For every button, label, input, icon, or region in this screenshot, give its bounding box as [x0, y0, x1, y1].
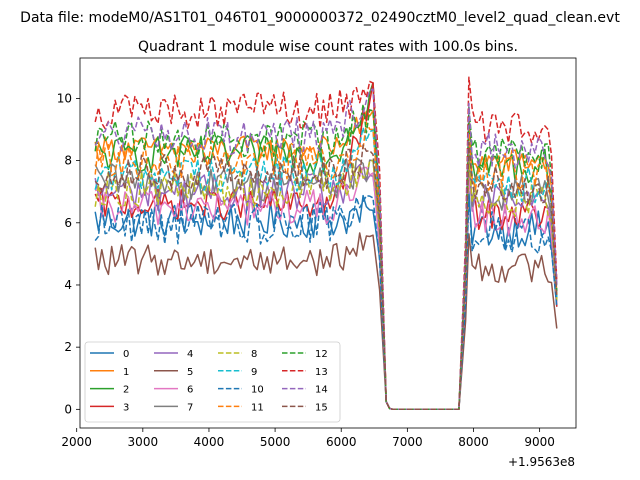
legend-label-7: 7 [187, 402, 193, 413]
legend-label-5: 5 [187, 367, 193, 378]
y-tick-label: 8 [64, 154, 72, 168]
legend-label-2: 2 [123, 385, 129, 396]
x-tick-label: 4000 [194, 435, 225, 449]
x-tick-label: 5000 [260, 435, 291, 449]
x-tick-label: 9000 [524, 435, 555, 449]
chart-title: Quadrant 1 module wise count rates with … [138, 39, 518, 55]
legend-label-0: 0 [123, 349, 129, 360]
series-line-7 [94, 151, 558, 411]
series-line-1 [94, 110, 558, 411]
series-line-6 [94, 166, 558, 411]
x-axis: 2000 3000 4000 5000 6000 7000 8000 9000 [61, 428, 555, 449]
x-tick-label: 6000 [326, 435, 357, 449]
legend-label-6: 6 [187, 385, 193, 396]
legend-label-12: 12 [315, 349, 328, 360]
x-tick-label: 7000 [392, 435, 423, 449]
x-tick-label: 3000 [128, 435, 159, 449]
y-tick-label: 10 [57, 91, 72, 105]
x-tick-label: 8000 [458, 435, 489, 449]
legend-label-9: 9 [251, 367, 257, 378]
y-axis: 0 2 4 6 8 10 [57, 91, 80, 416]
legend-label-13: 13 [315, 367, 328, 378]
x-offset-label: +1.9563e8 [508, 455, 575, 469]
legend-label-4: 4 [187, 349, 193, 360]
legend-label-1: 1 [123, 367, 129, 378]
plot-frame [79, 57, 577, 429]
legend-label-15: 15 [315, 402, 328, 413]
series-line-0 [94, 190, 558, 411]
legend-label-14: 14 [315, 385, 328, 396]
legend-label-8: 8 [251, 349, 257, 360]
legend-label-10: 10 [251, 385, 264, 396]
y-tick-label: 2 [64, 340, 72, 354]
series-line-10 [94, 194, 558, 411]
series-line-8 [94, 158, 558, 411]
x-tick-label: 2000 [61, 435, 92, 449]
series-line-2 [95, 82, 558, 411]
y-tick-label: 6 [64, 216, 72, 230]
series-line-15 [94, 141, 558, 411]
series-line-14 [94, 88, 558, 411]
series-line-5 [94, 232, 558, 411]
series-layer [94, 76, 558, 411]
legend-label-3: 3 [123, 402, 129, 413]
series-line-12 [94, 103, 558, 411]
series-line-13 [94, 76, 558, 411]
legend-label-11: 11 [251, 402, 264, 413]
chart-suptitle: Data file: modeM0/AS1T01_046T01_90000003… [20, 10, 620, 26]
series-line-4 [94, 161, 558, 411]
legend-box [84, 341, 341, 423]
y-tick-label: 0 [64, 402, 72, 416]
y-tick-label: 4 [64, 278, 72, 292]
series-line-9 [94, 126, 558, 411]
